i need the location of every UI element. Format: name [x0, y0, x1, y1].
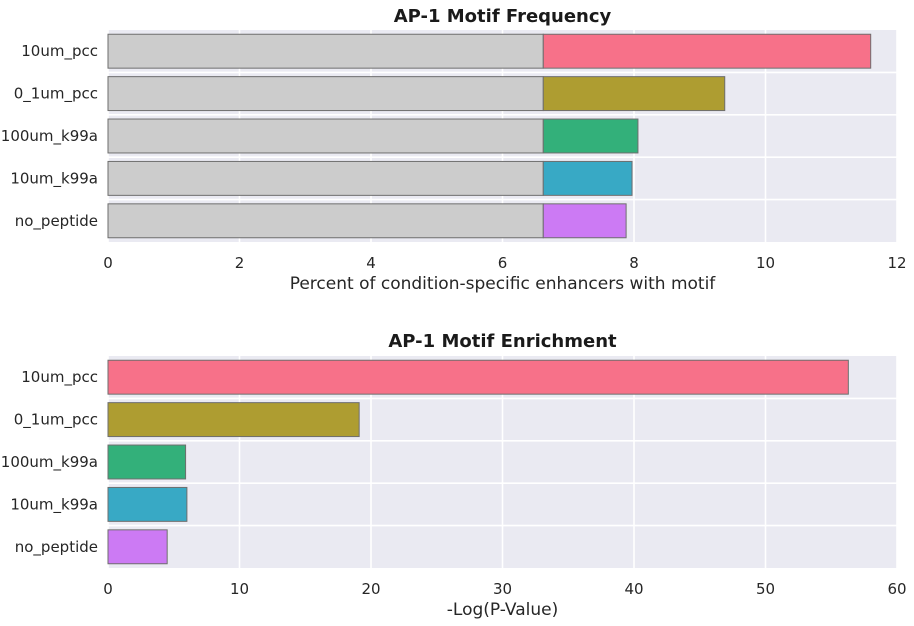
enrichment-panel: 10um_pcc 0_1um_pcc 100um_k99a 10um_k99a no_p…: [1, 331, 907, 620]
enrichment-x-tick-label: 20: [361, 580, 380, 598]
frequency-background-bar-100um_k99a: [107, 118, 544, 154]
frequency-category-label: 100um_k99a: [1, 127, 98, 146]
enrichment-x-tick-label: 0: [103, 580, 113, 598]
frequency-x-tick-label: 6: [498, 254, 508, 272]
enrichment-bar-100um_k99a: [107, 444, 187, 480]
frequency-x-tick-label: 0: [103, 254, 113, 272]
enrichment-category-label: 0_1um_pcc: [14, 411, 98, 430]
frequency-category-label: 0_1um_pcc: [14, 85, 98, 104]
frequency-category-label: 10um_pcc: [21, 42, 98, 61]
enrichment-bar-0_1um_pcc: [107, 402, 360, 438]
frequency-x-tick-label: 10: [756, 254, 775, 272]
frequency-chart-title: AP-1 Motif Frequency: [394, 6, 612, 27]
frequency-background-bar-no_peptide: [107, 203, 544, 239]
frequency-bar-10um_pcc: [542, 33, 872, 69]
frequency-bar-no_peptide: [542, 203, 627, 239]
frequency-bar-0_1um_pcc: [542, 76, 726, 112]
enrichment-x-tick-label: 50: [756, 580, 775, 598]
enrichment-x-axis-label: -Log(P-Value): [447, 600, 558, 620]
enrichment-x-tick-label: 30: [493, 580, 512, 598]
enrichment-bar-10um_k99a: [107, 486, 188, 522]
frequency-x-tick-label: 8: [629, 254, 639, 272]
enrichment-x-tick-label: 40: [624, 580, 643, 598]
enrichment-chart-title: AP-1 Motif Enrichment: [388, 331, 617, 352]
enrichment-x-tick-label: 10: [230, 580, 249, 598]
frequency-x-tick-label: 12: [887, 254, 906, 272]
frequency-background-bar-10um_k99a: [107, 160, 544, 196]
frequency-bar-10um_k99a: [542, 160, 633, 196]
frequency-x-axis-label: Percent of condition-specific enhancers …: [290, 274, 717, 294]
enrichment-category-label: no_peptide: [15, 538, 98, 557]
frequency-background-bar-10um_pcc: [107, 33, 544, 69]
frequency-x-tick-label: 2: [235, 254, 245, 272]
frequency-category-label: no_peptide: [15, 212, 98, 231]
frequency-panel: 10um_pcc 0_1um_pcc 100um_k99a 10um_k99a no_p…: [1, 6, 907, 294]
frequency-background-bar-0_1um_pcc: [107, 76, 544, 112]
enrichment-category-label: 10um_pcc: [21, 368, 98, 387]
enrichment-category-label: 100um_k99a: [1, 453, 98, 472]
enrichment-bar-no_peptide: [107, 529, 168, 565]
frequency-x-tick-label: 4: [366, 254, 376, 272]
frequency-bar-100um_k99a: [542, 118, 639, 154]
enrichment-x-tick-label: 60: [887, 580, 906, 598]
frequency-category-label: 10um_k99a: [10, 169, 98, 188]
enrichment-category-label: 10um_k99a: [10, 495, 98, 514]
enrichment-bar-10um_pcc: [107, 359, 849, 395]
